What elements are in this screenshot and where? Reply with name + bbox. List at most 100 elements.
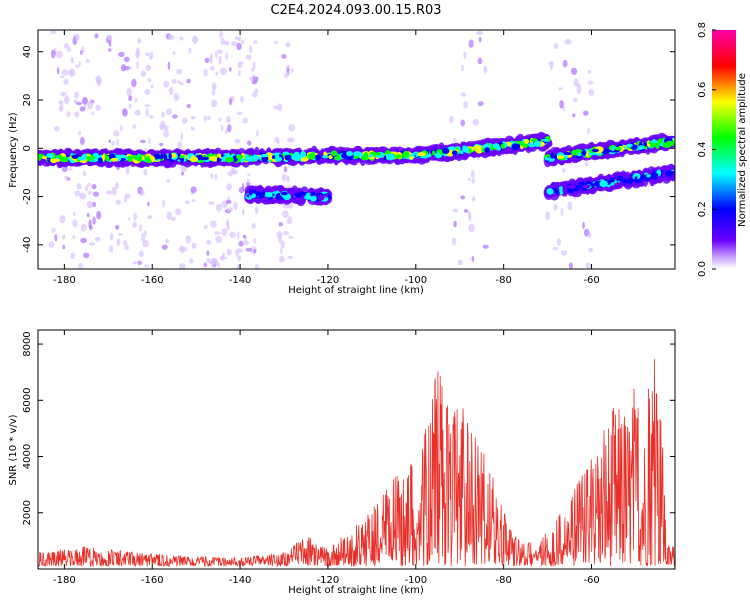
heatmap-x-tick-label: -140 (229, 275, 252, 286)
heatmap-x-tick-label: -100 (404, 275, 427, 286)
heatmap-band-core (151, 156, 155, 163)
heatmap-speckle (78, 262, 84, 269)
heatmap-speckle (108, 139, 111, 143)
heatmap-speckle (78, 130, 82, 136)
heatmap-speckle (557, 87, 563, 91)
snr-x-tick-label: -160 (141, 575, 164, 586)
heatmap-speckle (585, 262, 592, 269)
heatmap-band-core (170, 153, 177, 158)
heatmap-speckle (468, 39, 474, 48)
heatmap-speckle (126, 87, 132, 97)
heatmap-band-core (562, 187, 568, 194)
colorbar-tick-label: 0.4 (697, 142, 708, 158)
snr-x-tick-label: -80 (495, 575, 511, 586)
heatmap-band-core (248, 188, 253, 196)
heatmap-speckle (203, 225, 208, 229)
heatmap-speckle (87, 190, 93, 195)
heatmap-speckle (75, 33, 80, 42)
snr-x-label: Height of straight line (km) (288, 585, 424, 596)
heatmap-band-core (386, 153, 395, 161)
heatmap-band-core (564, 184, 568, 189)
heatmap-speckle (75, 101, 83, 106)
heatmap-band-core (451, 150, 458, 156)
heatmap-speckle (184, 200, 190, 205)
heatmap-speckle (229, 231, 236, 238)
heatmap-speckle (482, 244, 489, 249)
heatmap-band-core (582, 149, 586, 156)
heatmap-speckle (181, 117, 188, 125)
heatmap-speckle (211, 90, 216, 96)
heatmap-speckle (68, 167, 73, 171)
heatmap-speckle (207, 116, 211, 121)
heatmap-speckle (76, 183, 82, 190)
heatmap-speckle (254, 264, 259, 269)
heatmap-speckle (234, 36, 239, 41)
heatmap-speckle (188, 47, 192, 54)
heatmap-band-core (654, 173, 659, 177)
heatmap-speckle (53, 125, 60, 132)
heatmap-speckle (468, 223, 475, 233)
heatmap-speckle (287, 71, 291, 75)
heatmap-speckle (134, 97, 138, 103)
heatmap-band-core (432, 150, 436, 156)
heatmap-speckle (190, 186, 197, 194)
heatmap-speckle (247, 140, 252, 146)
heatmap-speckle (144, 88, 151, 95)
heatmap-speckle (245, 181, 251, 187)
heatmap-speckle (91, 183, 97, 190)
heatmap-band-core (550, 153, 555, 159)
heatmap-speckle (147, 214, 153, 220)
heatmap-speckle (228, 67, 232, 72)
heatmap-band-core (97, 157, 103, 164)
heatmap-speckle (483, 65, 488, 74)
heatmap-band-core (71, 154, 79, 159)
heatmap-speckle (179, 36, 184, 41)
heatmap-speckle (276, 231, 283, 239)
heatmap-speckle (74, 190, 81, 197)
heatmap-speckle (203, 262, 207, 268)
heatmap-speckle (236, 42, 242, 51)
heatmap-band-core (638, 145, 643, 150)
heatmap-band-core (322, 155, 329, 159)
heatmap-speckle (214, 173, 218, 180)
heatmap-speckle (86, 212, 90, 218)
heatmap-speckle (452, 138, 458, 142)
heatmap-speckle (559, 100, 564, 109)
heatmap-speckle (186, 78, 191, 84)
heatmap-speckle (121, 63, 126, 72)
heatmap-speckle (96, 78, 101, 83)
heatmap-speckle (478, 36, 482, 43)
heatmap-speckle (94, 236, 101, 242)
heatmap-speckle (58, 106, 63, 112)
heatmap-speckle (56, 67, 60, 75)
heatmap-speckle (145, 108, 149, 117)
heatmap-speckle (63, 43, 69, 49)
heatmap-band-core (271, 155, 276, 160)
heatmap-speckle (192, 199, 196, 203)
heatmap-speckle (63, 95, 70, 105)
heatmap-speckle (587, 127, 590, 135)
heatmap-speckle (568, 262, 573, 269)
heatmap-marks (38, 30, 675, 269)
heatmap-band-core (665, 140, 674, 145)
heatmap-speckle (162, 199, 166, 208)
heatmap-speckle (177, 80, 181, 84)
heatmap-speckle (175, 208, 182, 216)
heatmap-speckle (206, 257, 210, 264)
heatmap-band-core (337, 154, 341, 161)
chart-title: C2E4.2024.093.00.15.R03 (270, 3, 441, 18)
heatmap-speckle (180, 81, 184, 86)
heatmap-speckle (168, 86, 174, 95)
heatmap-speckle (582, 221, 585, 230)
heatmap-speckle (79, 192, 87, 200)
heatmap-speckle (167, 61, 171, 70)
heatmap-speckle (176, 68, 183, 75)
heatmap-speckle (68, 68, 76, 77)
heatmap-speckle (94, 33, 99, 39)
heatmap-plot: -180 -160 -140 -120 -100 -80 -60 -40 -20 0 20 40 (22, 29, 676, 286)
heatmap-speckle (206, 239, 212, 245)
heatmap-band-core (402, 150, 410, 158)
heatmap-speckle (233, 201, 238, 211)
heatmap-speckle (560, 207, 564, 216)
heatmap-speckle (136, 60, 139, 70)
